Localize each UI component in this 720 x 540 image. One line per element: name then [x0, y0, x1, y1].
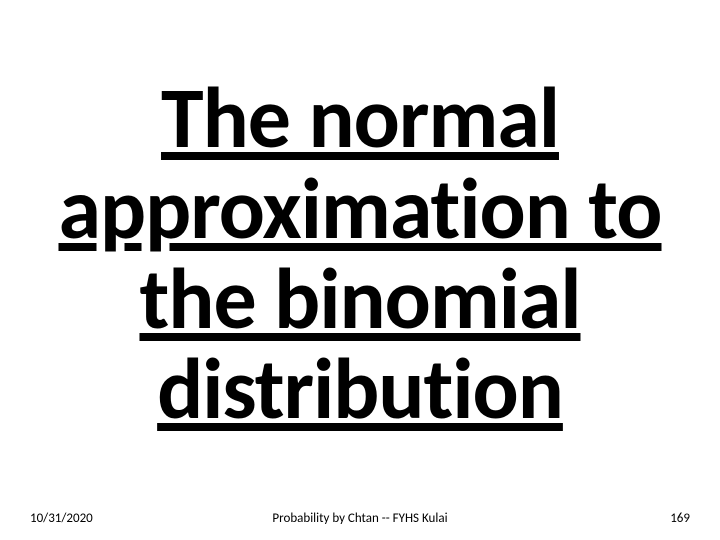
slide-title: The normal approximation to the binomial… — [20, 74, 700, 435]
footer-author-text: Probability by Chtan -- FYHS Kulai — [230, 511, 490, 526]
slide-footer: 10/31/2020 Probability by Chtan -- FYHS … — [0, 511, 720, 526]
title-area: The normal approximation to the binomial… — [0, 0, 720, 540]
footer-page-number: 169 — [490, 511, 690, 526]
slide-container: The normal approximation to the binomial… — [0, 0, 720, 540]
footer-date: 10/31/2020 — [30, 511, 230, 526]
